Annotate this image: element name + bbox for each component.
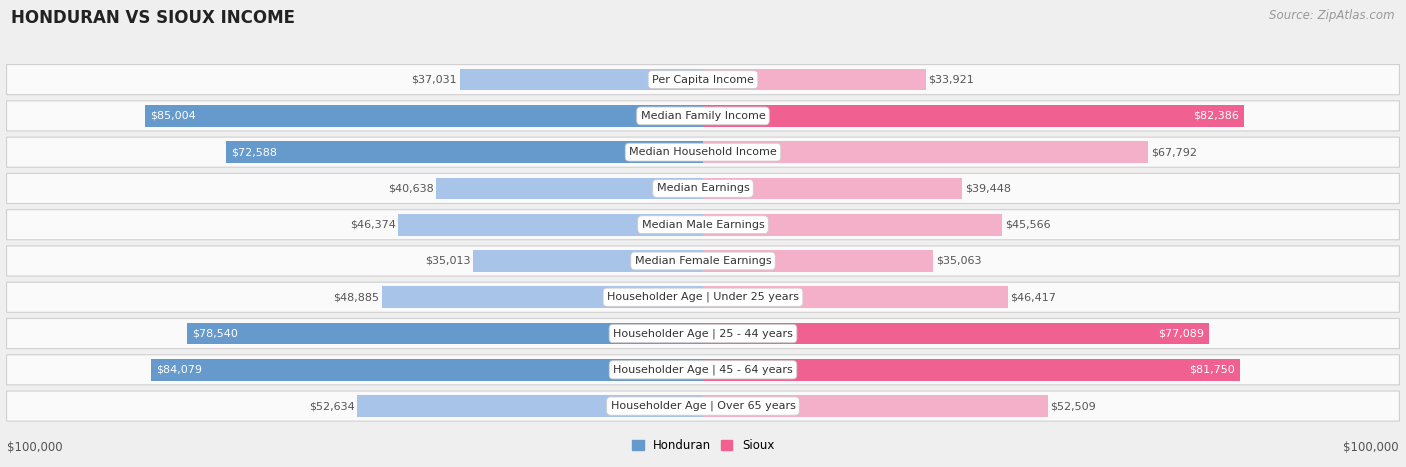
Bar (703, 359, 1240, 381)
Text: $45,566: $45,566 (1005, 219, 1050, 230)
Text: Source: ZipAtlas.com: Source: ZipAtlas.com (1270, 9, 1395, 22)
Text: $72,588: $72,588 (232, 147, 277, 157)
Text: $52,509: $52,509 (1050, 401, 1097, 411)
Text: $78,540: $78,540 (193, 328, 238, 339)
Text: $37,031: $37,031 (412, 75, 457, 85)
FancyBboxPatch shape (7, 101, 1399, 131)
Text: Householder Age | 45 - 64 years: Householder Age | 45 - 64 years (613, 365, 793, 375)
Text: $52,634: $52,634 (309, 401, 354, 411)
Bar (703, 177, 962, 199)
Text: $48,885: $48,885 (333, 292, 380, 302)
Text: Median Female Earnings: Median Female Earnings (634, 256, 772, 266)
Text: Median Earnings: Median Earnings (657, 184, 749, 193)
Text: Per Capita Income: Per Capita Income (652, 75, 754, 85)
Bar (472, 250, 703, 272)
Bar (703, 395, 1047, 417)
Text: $100,000: $100,000 (1343, 441, 1399, 454)
FancyBboxPatch shape (7, 137, 1399, 167)
FancyBboxPatch shape (7, 355, 1399, 385)
Text: Householder Age | Over 65 years: Householder Age | Over 65 years (610, 401, 796, 411)
Bar (226, 142, 703, 163)
Bar (357, 395, 703, 417)
Text: Median Household Income: Median Household Income (628, 147, 778, 157)
FancyBboxPatch shape (7, 318, 1399, 348)
Text: $35,063: $35,063 (936, 256, 981, 266)
Text: $100,000: $100,000 (7, 441, 63, 454)
Bar (460, 69, 703, 91)
Text: $77,089: $77,089 (1159, 328, 1204, 339)
Text: Median Family Income: Median Family Income (641, 111, 765, 121)
Bar (703, 323, 1209, 344)
Text: Median Male Earnings: Median Male Earnings (641, 219, 765, 230)
Text: $33,921: $33,921 (928, 75, 974, 85)
FancyBboxPatch shape (7, 210, 1399, 240)
Text: $82,386: $82,386 (1194, 111, 1239, 121)
Text: HONDURAN VS SIOUX INCOME: HONDURAN VS SIOUX INCOME (11, 9, 295, 28)
Text: $35,013: $35,013 (425, 256, 471, 266)
FancyBboxPatch shape (7, 282, 1399, 312)
Bar (436, 177, 703, 199)
Text: $81,750: $81,750 (1189, 365, 1234, 375)
FancyBboxPatch shape (7, 173, 1399, 204)
Text: $67,792: $67,792 (1152, 147, 1197, 157)
FancyBboxPatch shape (7, 246, 1399, 276)
FancyBboxPatch shape (7, 64, 1399, 95)
Bar (703, 214, 1002, 235)
Bar (703, 69, 927, 91)
Bar (187, 323, 703, 344)
Text: $40,638: $40,638 (388, 184, 433, 193)
FancyBboxPatch shape (7, 391, 1399, 421)
Bar (703, 250, 934, 272)
Text: $85,004: $85,004 (150, 111, 195, 121)
Text: $39,448: $39,448 (965, 184, 1011, 193)
Bar (703, 105, 1244, 127)
Text: $84,079: $84,079 (156, 365, 202, 375)
Text: $46,417: $46,417 (1011, 292, 1056, 302)
Legend: Honduran, Sioux: Honduran, Sioux (627, 434, 779, 456)
Text: Householder Age | Under 25 years: Householder Age | Under 25 years (607, 292, 799, 303)
Bar (150, 359, 703, 381)
Text: $46,374: $46,374 (350, 219, 395, 230)
Bar (703, 142, 1149, 163)
Text: Householder Age | 25 - 44 years: Householder Age | 25 - 44 years (613, 328, 793, 339)
Bar (703, 286, 1008, 308)
Bar (398, 214, 703, 235)
Bar (382, 286, 703, 308)
Bar (145, 105, 703, 127)
